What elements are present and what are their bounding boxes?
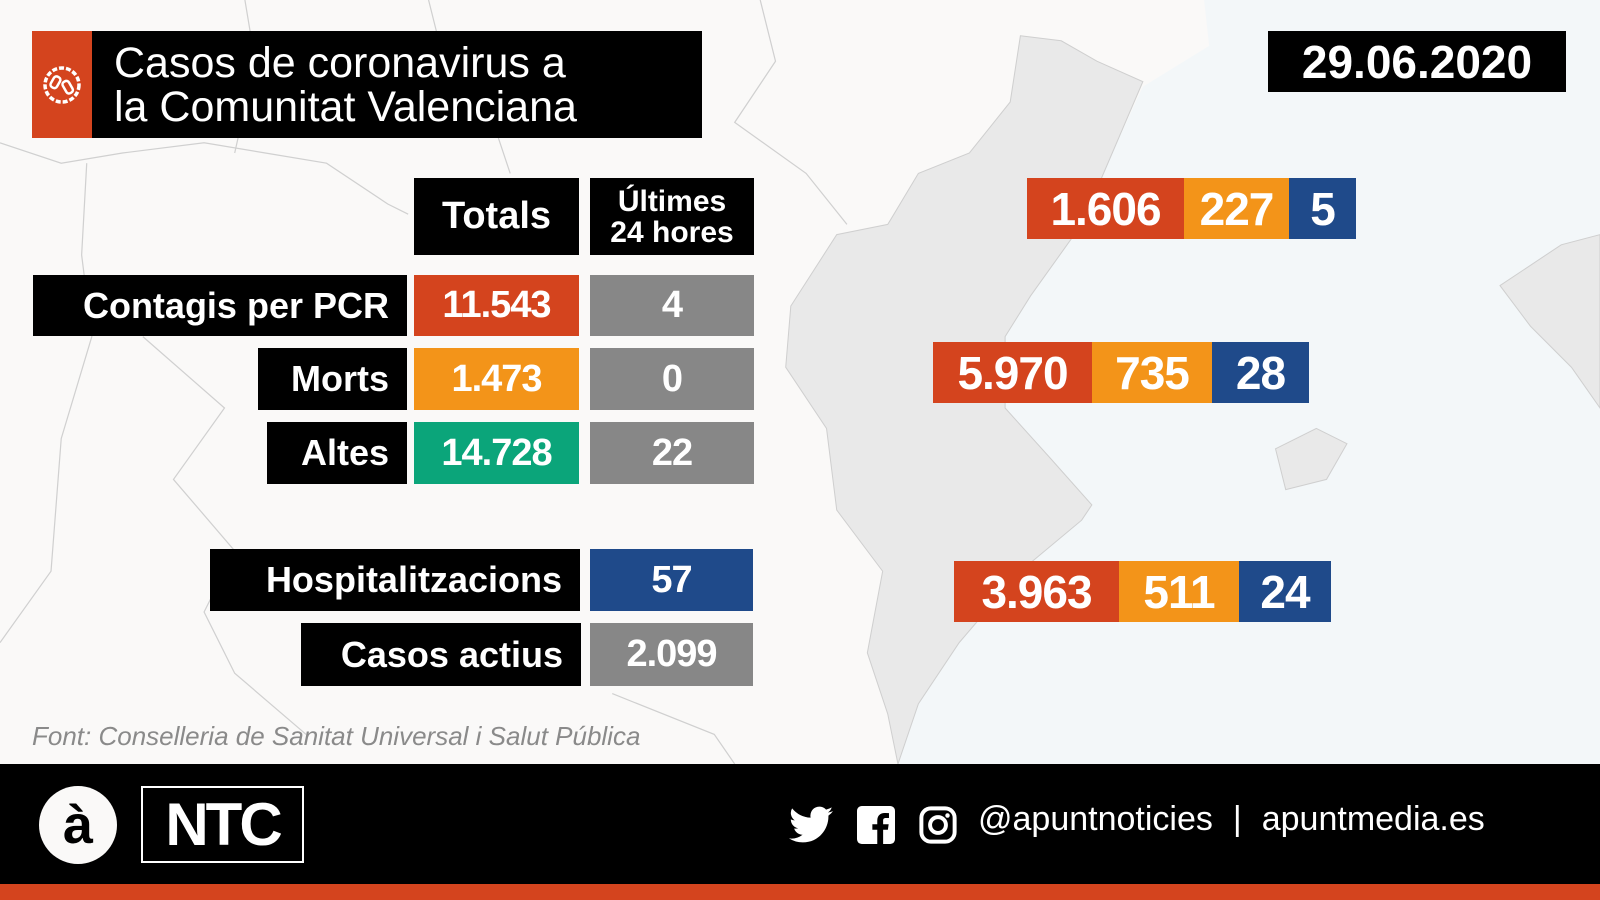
instagram-icon[interactable]	[919, 806, 957, 844]
alacant-contagis: 3.963	[954, 561, 1119, 622]
column-header-totals: Totals	[414, 178, 579, 255]
row-label-altes: Altes	[267, 422, 407, 484]
ibiza-island	[1274, 427, 1348, 491]
date-badge: 29.06.2020	[1268, 31, 1566, 92]
header-line-2: 24 hores	[610, 215, 734, 249]
altes-last24: 22	[590, 422, 754, 484]
casos-actius-value: 2.099	[590, 623, 753, 686]
valencia-morts: 735	[1092, 342, 1212, 403]
footer-stripe	[0, 884, 1600, 900]
title-line-1: Casos de coronavirus a	[114, 39, 566, 87]
castello-hosp: 5	[1289, 178, 1356, 239]
mallorca-island	[1499, 234, 1600, 409]
footer: à NTC @apuntnoticies | apuntmedia.es	[0, 764, 1600, 884]
hospitalitzacions-value: 57	[590, 549, 753, 611]
separator: |	[1232, 800, 1242, 838]
alacant-morts: 511	[1119, 561, 1239, 622]
contagis-last24: 4	[590, 275, 754, 336]
castello-morts: 227	[1184, 178, 1289, 239]
altes-total: 14.728	[414, 422, 579, 484]
valencia-hosp: 28	[1212, 342, 1309, 403]
label-hospitalitzacions: Hospitalitzacions	[210, 549, 580, 611]
title-line-2: la Comunitat Valenciana	[114, 83, 577, 131]
province-castello-bar: 1.606 227 5	[1027, 178, 1356, 239]
province-valencia-bar: 5.970 735 28	[933, 342, 1309, 403]
label-casos-actius: Casos actius	[301, 623, 581, 686]
ntc-logo: NTC	[141, 786, 304, 863]
source-note: Font: Conselleria de Sanitat Universal i…	[32, 721, 641, 751]
valencia-contagis: 5.970	[933, 342, 1092, 403]
morts-last24: 0	[590, 348, 754, 410]
column-header-last24: Últimes 24 hores	[590, 178, 754, 255]
contagis-total: 11.543	[414, 275, 579, 336]
virus-icon	[32, 31, 92, 138]
row-label-morts: Morts	[258, 348, 407, 410]
morts-total: 1.473	[414, 348, 579, 410]
row-label-contagis: Contagis per PCR	[33, 275, 407, 336]
title-banner: Casos de coronavirus a la Comunitat Valen…	[32, 31, 702, 138]
alacant-hosp: 24	[1239, 561, 1331, 622]
twitter-icon[interactable]	[789, 806, 833, 844]
apunt-logo: à	[39, 786, 117, 864]
website-link[interactable]: apuntmedia.es	[1261, 800, 1485, 838]
header-line-1: Últimes	[617, 184, 727, 218]
castello-contagis: 1.606	[1027, 178, 1184, 239]
province-alacant-bar: 3.963 511 24	[954, 561, 1331, 622]
twitter-handle-link[interactable]: @apuntnoticies	[978, 800, 1213, 838]
facebook-icon[interactable]	[857, 806, 895, 844]
